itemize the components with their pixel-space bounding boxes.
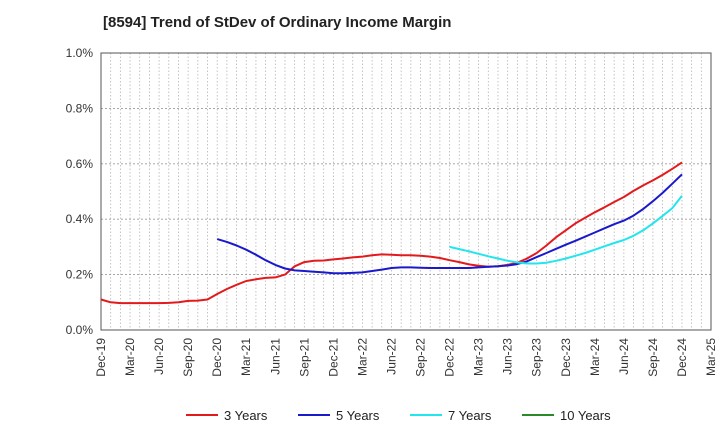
plot-area — [101, 53, 711, 330]
x-tick-label: Dec-19 — [94, 338, 108, 377]
x-tick-label: Sep-24 — [646, 338, 660, 377]
legend-label: 7 Years — [448, 408, 492, 423]
y-tick-label: 0.2% — [66, 268, 94, 282]
x-tick-label: Jun-23 — [501, 338, 515, 375]
x-tick-label: Sep-21 — [297, 338, 311, 377]
y-tick-label: 0.4% — [66, 212, 94, 226]
x-tick-label: Dec-22 — [443, 338, 457, 377]
x-tick-label: Dec-20 — [210, 338, 224, 377]
legend-label: 3 Years — [224, 408, 268, 423]
legend-label: 10 Years — [560, 408, 611, 423]
x-tick-label: Mar-20 — [123, 338, 137, 376]
x-tick-label: Jun-20 — [152, 338, 166, 375]
legend-label: 5 Years — [336, 408, 380, 423]
series-line-7-years — [449, 195, 683, 265]
plot-frame — [100, 52, 712, 331]
x-tick-label: Mar-23 — [472, 338, 486, 376]
x-tick-label: Mar-24 — [588, 338, 602, 376]
x-tick-label: Sep-20 — [181, 338, 195, 377]
x-tick-label: Mar-25 — [704, 338, 718, 376]
series-line-5-years — [216, 173, 683, 275]
y-tick-label: 0.6% — [66, 157, 94, 171]
y-tick-label: 1.0% — [66, 46, 94, 60]
x-tick-label: Sep-22 — [414, 338, 428, 377]
series-line-3-years — [100, 161, 683, 305]
x-tick-label: Mar-21 — [239, 338, 253, 376]
x-tick-label: Jun-24 — [617, 338, 631, 375]
y-tick-label: 0.8% — [66, 101, 94, 115]
x-tick-label: Sep-23 — [530, 338, 544, 377]
y-tick-label: 0.0% — [66, 323, 94, 337]
x-tick-label: Jun-22 — [384, 338, 398, 375]
x-tick-label: Mar-22 — [355, 338, 369, 376]
x-tick-label: Dec-23 — [559, 338, 573, 377]
x-tick-label: Dec-24 — [675, 338, 689, 377]
chart-title: [8594] Trend of StDev of Ordinary Income… — [103, 14, 452, 31]
x-tick-label: Jun-21 — [268, 338, 282, 375]
x-tick-label: Dec-21 — [326, 338, 340, 377]
